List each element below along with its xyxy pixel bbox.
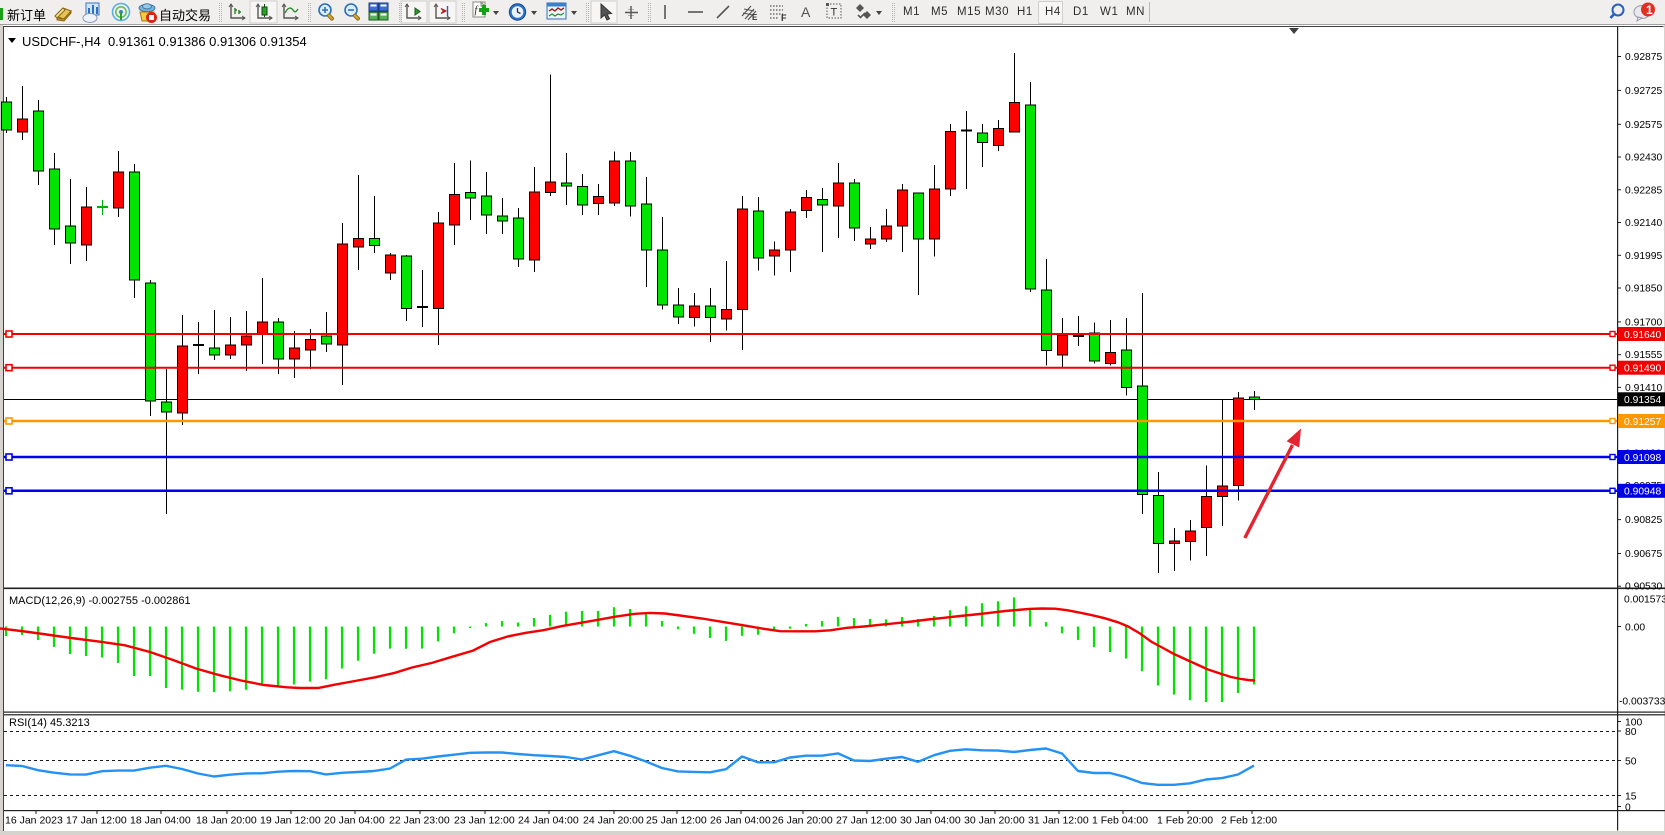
- svg-text:T: T: [831, 7, 838, 19]
- svg-text:26 Jan 20:00: 26 Jan 20:00: [772, 815, 833, 827]
- svg-text:0.00: 0.00: [1625, 623, 1645, 634]
- svg-text:30 Jan 20:00: 30 Jan 20:00: [964, 815, 1025, 827]
- svg-text:0.91640: 0.91640: [1624, 330, 1661, 341]
- svg-text:0.92575: 0.92575: [1625, 120, 1662, 131]
- svg-text:0.91098: 0.91098: [1624, 453, 1661, 464]
- svg-text:0.90825: 0.90825: [1625, 515, 1662, 526]
- svg-text:-0.003733: -0.003733: [1619, 697, 1665, 708]
- svg-text:0.92725: 0.92725: [1625, 86, 1662, 97]
- svg-text:USDCHF-,H4 0.91361 0.91386 0.: USDCHF-,H4 0.91361 0.91386 0.91306 0.913…: [22, 34, 307, 49]
- svg-text:0.92140: 0.92140: [1625, 218, 1662, 229]
- svg-text:0: 0: [1625, 803, 1631, 814]
- svg-text:E: E: [752, 13, 758, 22]
- svg-text:0.91354: 0.91354: [1624, 395, 1661, 406]
- svg-text:23 Jan 12:00: 23 Jan 12:00: [454, 815, 515, 827]
- svg-text:20 Jan 04:00: 20 Jan 04:00: [324, 815, 385, 827]
- svg-text:18 Jan 20:00: 18 Jan 20:00: [196, 815, 257, 827]
- svg-text:0.90530: 0.90530: [1625, 582, 1662, 593]
- svg-text:2 Feb 12:00: 2 Feb 12:00: [1221, 815, 1277, 827]
- svg-text:0.90948: 0.90948: [1624, 487, 1661, 498]
- svg-text:0.91995: 0.91995: [1625, 251, 1662, 262]
- svg-text:0.91850: 0.91850: [1625, 284, 1662, 295]
- svg-text:22 Jan 23:00: 22 Jan 23:00: [389, 815, 450, 827]
- svg-text:0.92285: 0.92285: [1625, 185, 1662, 196]
- svg-text:15: 15: [1625, 792, 1637, 803]
- svg-text:0.91490: 0.91490: [1624, 364, 1661, 375]
- svg-text:F: F: [781, 13, 787, 23]
- svg-text:0.92875: 0.92875: [1625, 52, 1662, 63]
- svg-text:100: 100: [1625, 718, 1642, 729]
- svg-text:1 Feb 20:00: 1 Feb 20:00: [1157, 815, 1213, 827]
- svg-text:31 Jan 12:00: 31 Jan 12:00: [1028, 815, 1089, 827]
- svg-text:19 Jan 12:00: 19 Jan 12:00: [260, 815, 321, 827]
- svg-text:0.91257: 0.91257: [1624, 417, 1661, 428]
- svg-text:17 Jan 12:00: 17 Jan 12:00: [66, 815, 127, 827]
- svg-text:18 Jan 04:00: 18 Jan 04:00: [130, 815, 191, 827]
- svg-text:26 Jan 04:00: 26 Jan 04:00: [710, 815, 771, 827]
- svg-text:0.91410: 0.91410: [1625, 383, 1662, 394]
- svg-text:0.90675: 0.90675: [1625, 549, 1662, 560]
- svg-text:1: 1: [1646, 3, 1653, 17]
- svg-text:A: A: [801, 4, 811, 20]
- svg-text:16 Jan 2023: 16 Jan 2023: [5, 815, 63, 827]
- svg-text:0.91555: 0.91555: [1625, 350, 1662, 361]
- svg-text:f: f: [475, 5, 479, 16]
- svg-text:24 Jan 20:00: 24 Jan 20:00: [583, 815, 644, 827]
- svg-text:25 Jan 12:00: 25 Jan 12:00: [646, 815, 707, 827]
- svg-text:MACD(12,26,9) -0.002755 -0.002: MACD(12,26,9) -0.002755 -0.002861: [9, 595, 191, 607]
- svg-text:0.92430: 0.92430: [1625, 153, 1662, 164]
- svg-text:27 Jan 12:00: 27 Jan 12:00: [836, 815, 897, 827]
- svg-text:50: 50: [1625, 757, 1637, 768]
- svg-text:24 Jan 04:00: 24 Jan 04:00: [518, 815, 579, 827]
- svg-text:RSI(14) 45.3213: RSI(14) 45.3213: [9, 717, 90, 729]
- svg-text:80: 80: [1625, 727, 1637, 738]
- svg-text:30 Jan 04:00: 30 Jan 04:00: [900, 815, 961, 827]
- svg-text:0.91700: 0.91700: [1625, 317, 1662, 328]
- svg-text:1 Feb 04:00: 1 Feb 04:00: [1092, 815, 1148, 827]
- svg-text:0.001573: 0.001573: [1624, 595, 1665, 606]
